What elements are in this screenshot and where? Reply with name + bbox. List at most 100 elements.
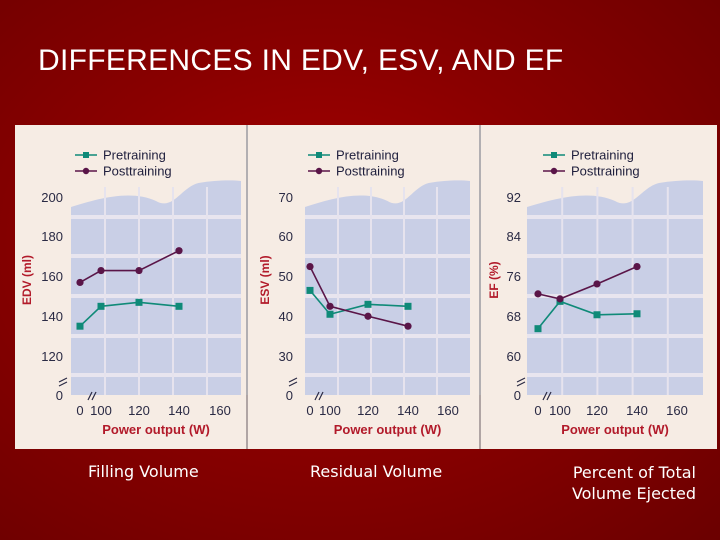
x-tick-label: 140 <box>397 403 419 418</box>
y-tick-label: 68 <box>507 309 521 324</box>
data-point-posttraining <box>593 280 601 288</box>
data-point-posttraining <box>633 262 641 271</box>
x-tick-label: 120 <box>357 403 379 418</box>
plot-band <box>527 180 703 395</box>
data-point-posttraining <box>326 302 334 310</box>
caption-percent-ejected-line1: Percent of Total <box>572 463 696 482</box>
data-point-pretraining <box>135 298 143 306</box>
x-tick-label: 0 <box>76 403 83 418</box>
y-tick-label: 140 <box>41 309 63 324</box>
legend-label-post: Posttraining <box>103 164 172 179</box>
chart-figure: PretrainingPosttraining2001801601401200E… <box>15 125 717 449</box>
data-point-posttraining <box>404 322 412 330</box>
slide-title: DIFFERENCES IN EDV, ESV, AND EF <box>38 44 564 77</box>
y-tick-label: 0 <box>56 388 63 403</box>
data-point-posttraining <box>534 290 542 298</box>
y-axis-break <box>288 377 298 387</box>
plot-band <box>305 180 470 395</box>
legend-label-post: Posttraining <box>336 164 405 179</box>
x-axis-break <box>542 391 552 401</box>
data-point-posttraining <box>135 266 143 275</box>
grid-gap <box>71 215 241 219</box>
y-tick-label: 0 <box>514 388 521 403</box>
data-point-pretraining <box>404 302 412 310</box>
grid-gap <box>71 254 241 258</box>
y-axis-break <box>58 377 68 387</box>
x-axis-label: Power output (W) <box>334 422 442 437</box>
x-tick-label: 160 <box>437 403 459 418</box>
y-tick-label: 0 <box>286 388 293 403</box>
y-tick-label: 60 <box>279 229 293 244</box>
data-point-pretraining <box>593 311 601 319</box>
x-axis-break <box>87 391 97 401</box>
data-point-pretraining <box>76 322 84 330</box>
plot-band <box>71 180 241 395</box>
x-tick-label: 140 <box>626 403 648 418</box>
y-tick-label: 30 <box>279 349 293 364</box>
caption-percent-ejected-line2: Volume Ejected <box>571 484 696 503</box>
grid-gap <box>71 294 241 298</box>
y-tick-label: 180 <box>41 229 63 244</box>
data-point-posttraining <box>175 247 183 255</box>
y-tick-label: 76 <box>507 269 521 284</box>
data-point-pretraining <box>326 310 334 318</box>
caption-percent-ejected: Percent of Total Volume Ejected <box>540 462 696 504</box>
y-tick-label: 160 <box>41 269 63 284</box>
x-tick-label: 160 <box>209 403 231 418</box>
x-tick-label: 140 <box>168 403 190 418</box>
legend-marker-pre <box>316 152 322 158</box>
series-line-posttraining <box>309 266 409 327</box>
x-axis-break <box>314 391 324 401</box>
y-tick-label: 50 <box>279 269 293 284</box>
y-axis-label: EF (%) <box>487 261 501 298</box>
x-tick-label: 120 <box>586 403 608 418</box>
grid-gap <box>527 334 703 338</box>
data-point-pretraining <box>534 325 542 333</box>
x-tick-label: 160 <box>666 403 688 418</box>
data-point-posttraining <box>306 262 314 271</box>
legend-label-post: Posttraining <box>571 164 640 179</box>
series-line-pretraining <box>309 289 409 316</box>
data-point-posttraining <box>97 266 105 275</box>
x-tick-label: 120 <box>128 403 150 418</box>
x-axis-label: Power output (W) <box>102 422 210 437</box>
grid-gap <box>527 215 703 219</box>
series-line-pretraining <box>537 300 638 330</box>
grid-gap <box>305 294 470 298</box>
legend-label-pre: Pretraining <box>571 148 634 163</box>
legend-marker-post <box>82 167 90 175</box>
y-tick-label: 60 <box>507 349 521 364</box>
x-axis-label: Power output (W) <box>561 422 669 437</box>
y-axis-label: EDV (ml) <box>20 255 34 305</box>
y-tick-label: 120 <box>41 349 63 364</box>
grid-gap <box>71 373 241 377</box>
legend-label-pre: Pretraining <box>103 148 166 163</box>
y-tick-label: 40 <box>279 309 293 324</box>
legend-marker-post <box>550 167 558 175</box>
grid-gap <box>305 254 470 258</box>
data-point-pretraining <box>175 302 183 310</box>
caption-filling-volume: Filling Volume <box>88 462 199 481</box>
data-point-pretraining <box>633 310 641 318</box>
data-point-pretraining <box>364 300 372 308</box>
y-axis-label: ESV (ml) <box>258 255 272 304</box>
grid-gap <box>527 373 703 377</box>
y-tick-label: 92 <box>507 190 521 205</box>
data-point-posttraining <box>556 295 564 303</box>
grid-gap <box>527 294 703 298</box>
x-tick-label: 100 <box>319 403 341 418</box>
x-tick-label: 100 <box>90 403 112 418</box>
x-tick-label: 0 <box>534 403 541 418</box>
grid-gap <box>71 334 241 338</box>
x-tick-label: 100 <box>549 403 571 418</box>
y-tick-label: 200 <box>41 190 63 205</box>
y-axis-break <box>516 377 526 387</box>
legend-marker-pre <box>551 152 557 158</box>
series-line-posttraining <box>537 265 638 300</box>
grid-gap <box>305 334 470 338</box>
data-point-pretraining <box>97 302 105 310</box>
series-line-posttraining <box>79 249 180 284</box>
